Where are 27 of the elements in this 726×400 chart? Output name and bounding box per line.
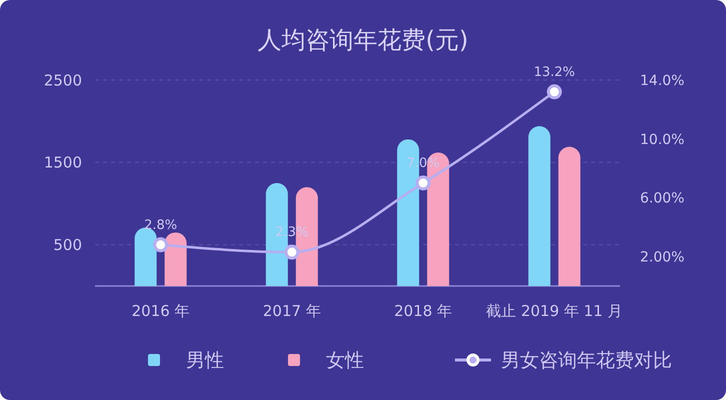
y-tick-label: 500 <box>53 236 82 254</box>
point <box>153 237 168 252</box>
x-tick-label: 2018 年 <box>394 302 452 320</box>
bar <box>558 146 580 286</box>
data-label: 7.0% <box>406 156 440 171</box>
legend-label: 女性 <box>326 350 364 372</box>
legend-label: 男性 <box>186 350 224 372</box>
point <box>416 176 431 190</box>
y2-tick-label: 6.00% <box>640 190 684 207</box>
y2-tick-label: 10.0% <box>640 132 684 148</box>
chart-title: 人均咨询年花费(元) <box>258 26 468 54</box>
bar <box>164 232 187 286</box>
data-label: 2.3% <box>275 225 308 240</box>
bar <box>134 228 157 286</box>
y2-tick-label: 14.0% <box>640 72 684 89</box>
data-label: 13.2% <box>534 64 576 80</box>
y-tick-label: 2500 <box>44 71 82 90</box>
x-tick-label: 2016 年 <box>132 302 190 320</box>
point <box>546 84 562 100</box>
bar <box>528 126 550 286</box>
x-tick-label: 2017 年 <box>262 302 321 320</box>
data-label: 2.8% <box>144 218 178 233</box>
y2-tick-label: 2.00% <box>640 249 684 266</box>
point <box>284 244 300 260</box>
x-tick-label: 截止 2019 年 11 月 <box>486 302 623 320</box>
y-tick-label: 1500 <box>44 154 82 172</box>
legend-label: 男女咨询年花费对比 <box>501 350 672 372</box>
